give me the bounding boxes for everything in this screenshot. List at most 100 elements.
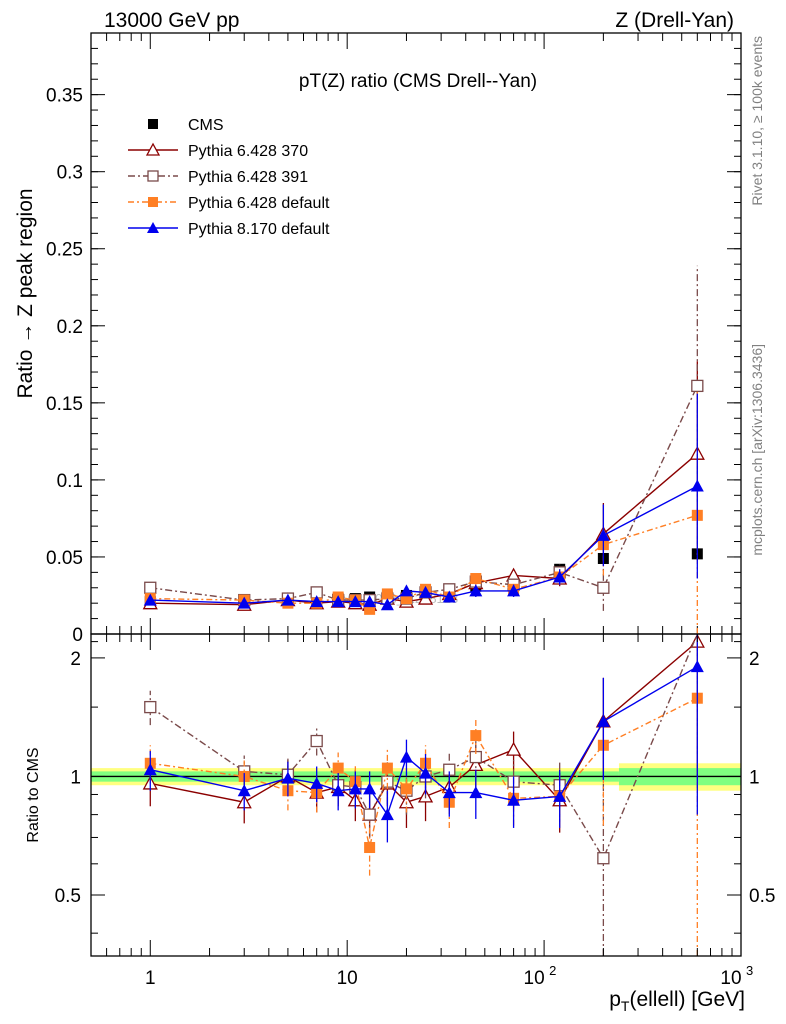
data-point <box>144 700 157 714</box>
data-point <box>145 142 161 156</box>
series-pythia6_370 <box>142 361 705 611</box>
y-tick-label: 0.5 <box>55 886 81 907</box>
data-point <box>380 808 394 821</box>
mcplots-label: mcplots.cern.ch [arXiv:1306.3436] <box>749 344 765 556</box>
series-pythia8_default <box>143 634 704 843</box>
y-tick-label: 0 <box>72 625 83 646</box>
data-point <box>144 581 157 594</box>
data-point <box>553 570 567 583</box>
legend-label: Pythia 8.170 default <box>188 221 330 238</box>
series-line <box>150 514 698 611</box>
data-point <box>147 170 159 182</box>
data-point <box>690 479 704 492</box>
x-axis-label: pT(ellell) [GeV] <box>609 988 745 1014</box>
y-tick-label-right: 0.5 <box>749 886 775 907</box>
data-point <box>310 776 324 789</box>
data-point <box>331 784 345 797</box>
data-point <box>364 842 376 854</box>
x-tick-label-exp: 2 <box>549 963 556 978</box>
ratio-panel: 0.5 0.5 1 1 2 2 1 10 10 2 10 3pT(ellell) [GeV] Ratio… <box>25 633 775 1014</box>
y-tick-label: 0.25 <box>46 240 83 261</box>
series-line <box>150 385 698 601</box>
y-tick-label: 2 <box>70 649 81 670</box>
energy-label: 13000 GeV pp <box>104 9 240 32</box>
series-line <box>149 633 698 860</box>
data-point <box>281 593 295 606</box>
y-tick-label-right: 2 <box>749 649 760 670</box>
data-point <box>237 784 251 797</box>
data-point <box>419 766 433 779</box>
data-point <box>442 590 456 603</box>
data-point <box>310 595 324 608</box>
process-label: Z (Drell-Yan) <box>615 9 734 32</box>
data-point <box>331 595 345 608</box>
y-tick-label: 0.3 <box>57 163 83 184</box>
y-axis-label: Ratio → Z peak region <box>14 188 37 398</box>
x-tick-label: 10 <box>720 968 741 989</box>
data-point <box>597 852 610 865</box>
series-line <box>150 453 698 606</box>
series-pythia6_391 <box>144 633 698 956</box>
data-point <box>507 793 521 806</box>
data-point <box>597 581 610 594</box>
x-tick-label: 10 <box>337 968 358 989</box>
data-point <box>148 197 158 207</box>
ratio-y-axis-label: Ratio to CMS <box>25 747 42 842</box>
rivet-label: Rivet 3.1.10, ≥ 100k events <box>749 36 765 206</box>
data-point <box>469 584 483 597</box>
plot-text: Rivet 3.1.10, ≥ 100k events mcplots.cern.… <box>749 36 765 556</box>
data-point <box>364 603 376 615</box>
data-point <box>363 808 376 821</box>
data-point <box>147 222 159 233</box>
data-point <box>442 786 456 799</box>
data-point <box>363 782 377 795</box>
data-point <box>148 119 158 129</box>
legend-label: Pythia 6.428 370 <box>188 143 308 160</box>
data-point <box>399 750 413 763</box>
data-point <box>505 741 522 756</box>
series-line <box>150 697 698 848</box>
series-pythia6_391 <box>144 265 704 611</box>
y-tick-label: 0.05 <box>46 548 83 569</box>
data-point <box>310 734 323 748</box>
data-point <box>470 573 482 585</box>
legend-label: CMS <box>188 117 224 134</box>
data-point <box>399 584 413 597</box>
x-tick-label-exp: 3 <box>746 963 753 978</box>
data-point <box>363 595 377 608</box>
data-point <box>470 730 482 742</box>
data-point <box>332 762 344 774</box>
data-point <box>596 714 610 727</box>
legend-label: Pythia 6.428 default <box>188 195 330 212</box>
y-tick-label-right: 1 <box>749 767 760 788</box>
y-tick-label: 0.1 <box>57 471 83 492</box>
series-line <box>150 641 698 816</box>
y-tick-label: 0.2 <box>57 317 83 338</box>
legend: CMS Pythia 6.428 370 Pythia 6.428 391 Pythi… <box>128 117 330 238</box>
y-tick-label: 1 <box>70 767 81 788</box>
data-point <box>381 588 393 600</box>
data-point <box>143 763 157 776</box>
data-point <box>419 585 433 598</box>
series-pythia6_370 <box>142 633 705 838</box>
x-tick-label: 1 <box>145 968 156 989</box>
chart-title: pT(Z) ratio (CMS Drell--Yan) <box>299 71 537 92</box>
data-point <box>400 783 412 795</box>
data-point <box>507 584 521 597</box>
series-line <box>150 666 698 817</box>
data-point <box>691 379 704 393</box>
legend-label: Pythia 6.428 391 <box>188 169 308 186</box>
data-point <box>553 789 567 802</box>
y-tick-label: 0.35 <box>46 86 83 107</box>
data-point <box>143 593 157 606</box>
y-tick-label: 0.15 <box>46 394 83 415</box>
x-tick-label: 10 <box>524 968 545 989</box>
series-pythia8_default <box>143 393 704 611</box>
main-panel: 00.050.10.150.20.250.30.35CMS_2013_I1258… <box>14 32 742 646</box>
data-point <box>469 786 483 799</box>
series-line <box>150 485 698 606</box>
data-point <box>281 771 295 784</box>
data-point <box>348 782 362 795</box>
data-point <box>381 762 393 774</box>
